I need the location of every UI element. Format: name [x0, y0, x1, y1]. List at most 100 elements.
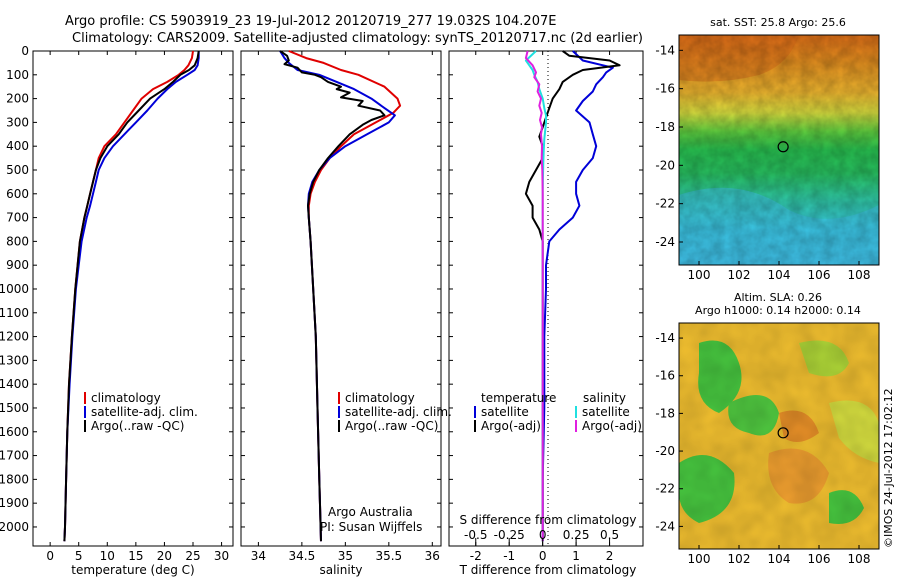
depth-tick-label: 1600 — [0, 425, 29, 439]
sst-map-panel: sat. SST: 25.8 Argo: 25.6 — [655, 16, 880, 282]
sla-map-title-2: Argo h1000: 0.14 h2000: 0.14 — [695, 304, 861, 317]
depth-tick-label: 400 — [6, 139, 29, 153]
map-y-tick-label: -14 — [655, 331, 675, 345]
s-difference-label: S difference from climatology — [460, 513, 637, 527]
salinity-footer-line-2: PI: Susan Wijffels — [320, 520, 422, 534]
legend-label-s-satellite: satellite — [582, 405, 630, 419]
series-line — [541, 50, 614, 542]
depth-tick-label: 0 — [21, 44, 29, 58]
x-tick-label: 2 — [606, 549, 614, 563]
s-difference-ticks: -0.5 -0.25 0 0.25 0.5 — [464, 528, 619, 546]
salinity-footer-line-1: Argo Australia — [328, 505, 413, 519]
s-tick-label: 0.25 — [563, 528, 590, 542]
depth-tick-label: 1900 — [0, 496, 29, 510]
difference-panel: -2 -1 0 1 2 temperature salinity satellite A… — [448, 50, 644, 577]
depth-tick-label: 200 — [6, 92, 29, 106]
depth-tick-label: 800 — [6, 234, 29, 248]
map-x-tick-label: 102 — [728, 268, 751, 282]
series-line — [524, 50, 544, 542]
x-tick-label: 34.5 — [289, 549, 316, 563]
depth-tick-label: 1100 — [0, 306, 29, 320]
difference-frame — [448, 50, 644, 547]
x-tick-label: 25 — [185, 549, 200, 563]
map-y-tick-label: -16 — [655, 82, 675, 96]
temperature-frame — [32, 50, 234, 547]
map-x-tick-label: 100 — [688, 552, 711, 566]
map-x-tick-label: 100 — [688, 268, 711, 282]
depth-tick-label: 1300 — [0, 353, 29, 367]
depth-tick-label: 1000 — [0, 282, 29, 296]
map-y-tick-label: -24 — [655, 235, 675, 249]
map-y-tick-label: -22 — [655, 482, 675, 496]
legend-label-climatology: climatology — [345, 391, 415, 405]
temperature-xlabel: temperature (deg C) — [71, 563, 194, 577]
depth-tick-label: 1700 — [0, 449, 29, 463]
x-tick-label: 0 — [46, 549, 54, 563]
s-tick-label: -0.5 — [464, 528, 487, 542]
temperature-legend: climatology satellite-adj. clim. Argo(..… — [84, 391, 198, 433]
s-tick-label: -0.25 — [494, 528, 525, 542]
depth-tick-label: 1400 — [0, 377, 29, 391]
x-tick-label: -1 — [503, 549, 515, 563]
x-tick-label: 30 — [214, 549, 229, 563]
sla-map-title-1: Altim. SLA: 0.26 — [734, 291, 822, 304]
t-difference-label: T difference from climatology — [459, 563, 637, 577]
x-tick-label: 36 — [425, 549, 440, 563]
argo-position-marker — [777, 141, 789, 153]
map-y-tick-label: -18 — [655, 120, 675, 134]
legend-label-t-argo: Argo(-adj) — [481, 419, 541, 433]
x-tick-label: -2 — [470, 549, 482, 563]
x-tick-label: 5 — [75, 549, 83, 563]
argo-position-marker — [777, 427, 789, 439]
depth-tick-label: 1800 — [0, 472, 29, 486]
series-line — [524, 50, 621, 542]
map-y-tick-label: -22 — [655, 197, 675, 211]
x-tick-label: 35 — [338, 549, 353, 563]
map-x-tick-label: 106 — [808, 552, 831, 566]
legend-label-argo: Argo(..raw -QC) — [345, 419, 438, 433]
temperature-lines — [63, 50, 200, 542]
x-tick-label: 20 — [157, 549, 172, 563]
depth-tick-label: 2000 — [0, 520, 29, 534]
series-line — [63, 51, 200, 542]
temperature-ticks: 0 5 10 15 20 25 30 — [33, 50, 233, 563]
salinity-ticks: 34 34.5 35 35.5 36 — [241, 50, 441, 563]
s-tick-label: 0.5 — [600, 528, 619, 542]
sst-map-axes: 100 102 104 106 108 -14 -16 -18 -20 -22 -24 — [655, 43, 870, 282]
sla-map-panel: Altim. SLA: 0.26 Argo h1000: 0.14 h2000:… — [655, 291, 880, 566]
depth-tick-label: 700 — [6, 211, 29, 225]
legend-title-salinity: salinity — [583, 391, 626, 405]
series-line — [279, 50, 386, 542]
depth-axis-labels: 0 100 200 300 400 500 600 700 800 900 1000 1100 1200… — [0, 44, 29, 534]
legend-label-satellite: satellite-adj. clim. — [345, 405, 452, 419]
sst-map-title: sat. SST: 25.8 Argo: 25.6 — [710, 16, 846, 29]
legend-label-s-argo: Argo(-adj) — [582, 419, 642, 433]
header-line-1: Argo profile: CS 5903919_23 19-Jul-2012 … — [65, 14, 556, 29]
difference-legend: temperature salinity satellite Argo(-adj… — [474, 391, 642, 433]
sla-map-axes: 100 102 104 106 108 -14 -16 -18 -20 -22 -24 — [655, 331, 870, 566]
salinity-legend: climatology satellite-adj. clim. Argo(..… — [338, 391, 452, 433]
map-x-tick-label: 104 — [768, 552, 791, 566]
legend-label-climatology: climatology — [91, 391, 161, 405]
depth-tick-label: 1200 — [0, 330, 29, 344]
x-tick-label: 0 — [539, 549, 547, 563]
footer-stamp: ©IMOS 24-Jul-2012 17:02:12 — [882, 388, 895, 548]
legend-label-satellite: satellite-adj. clim. — [91, 405, 198, 419]
map-x-tick-label: 108 — [848, 268, 871, 282]
salinity-panel: 34 34.5 35 35.5 36 climatology satellite-adj… — [240, 50, 452, 577]
depth-tick-label: 500 — [6, 163, 29, 177]
map-y-tick-label: -14 — [655, 43, 675, 57]
x-tick-label: 1 — [572, 549, 580, 563]
map-y-tick-label: -20 — [655, 158, 675, 172]
x-tick-label: 35.5 — [375, 549, 402, 563]
series-line — [279, 50, 396, 542]
legend-label-argo: Argo(..raw -QC) — [91, 419, 184, 433]
map-y-tick-label: -16 — [655, 369, 675, 383]
depth-tick-label: 1500 — [0, 401, 29, 415]
map-x-tick-label: 102 — [728, 552, 751, 566]
map-y-tick-label: -18 — [655, 406, 675, 420]
legend-title-temperature: temperature — [481, 391, 556, 405]
map-x-tick-label: 108 — [848, 552, 871, 566]
difference-lines — [524, 50, 621, 542]
